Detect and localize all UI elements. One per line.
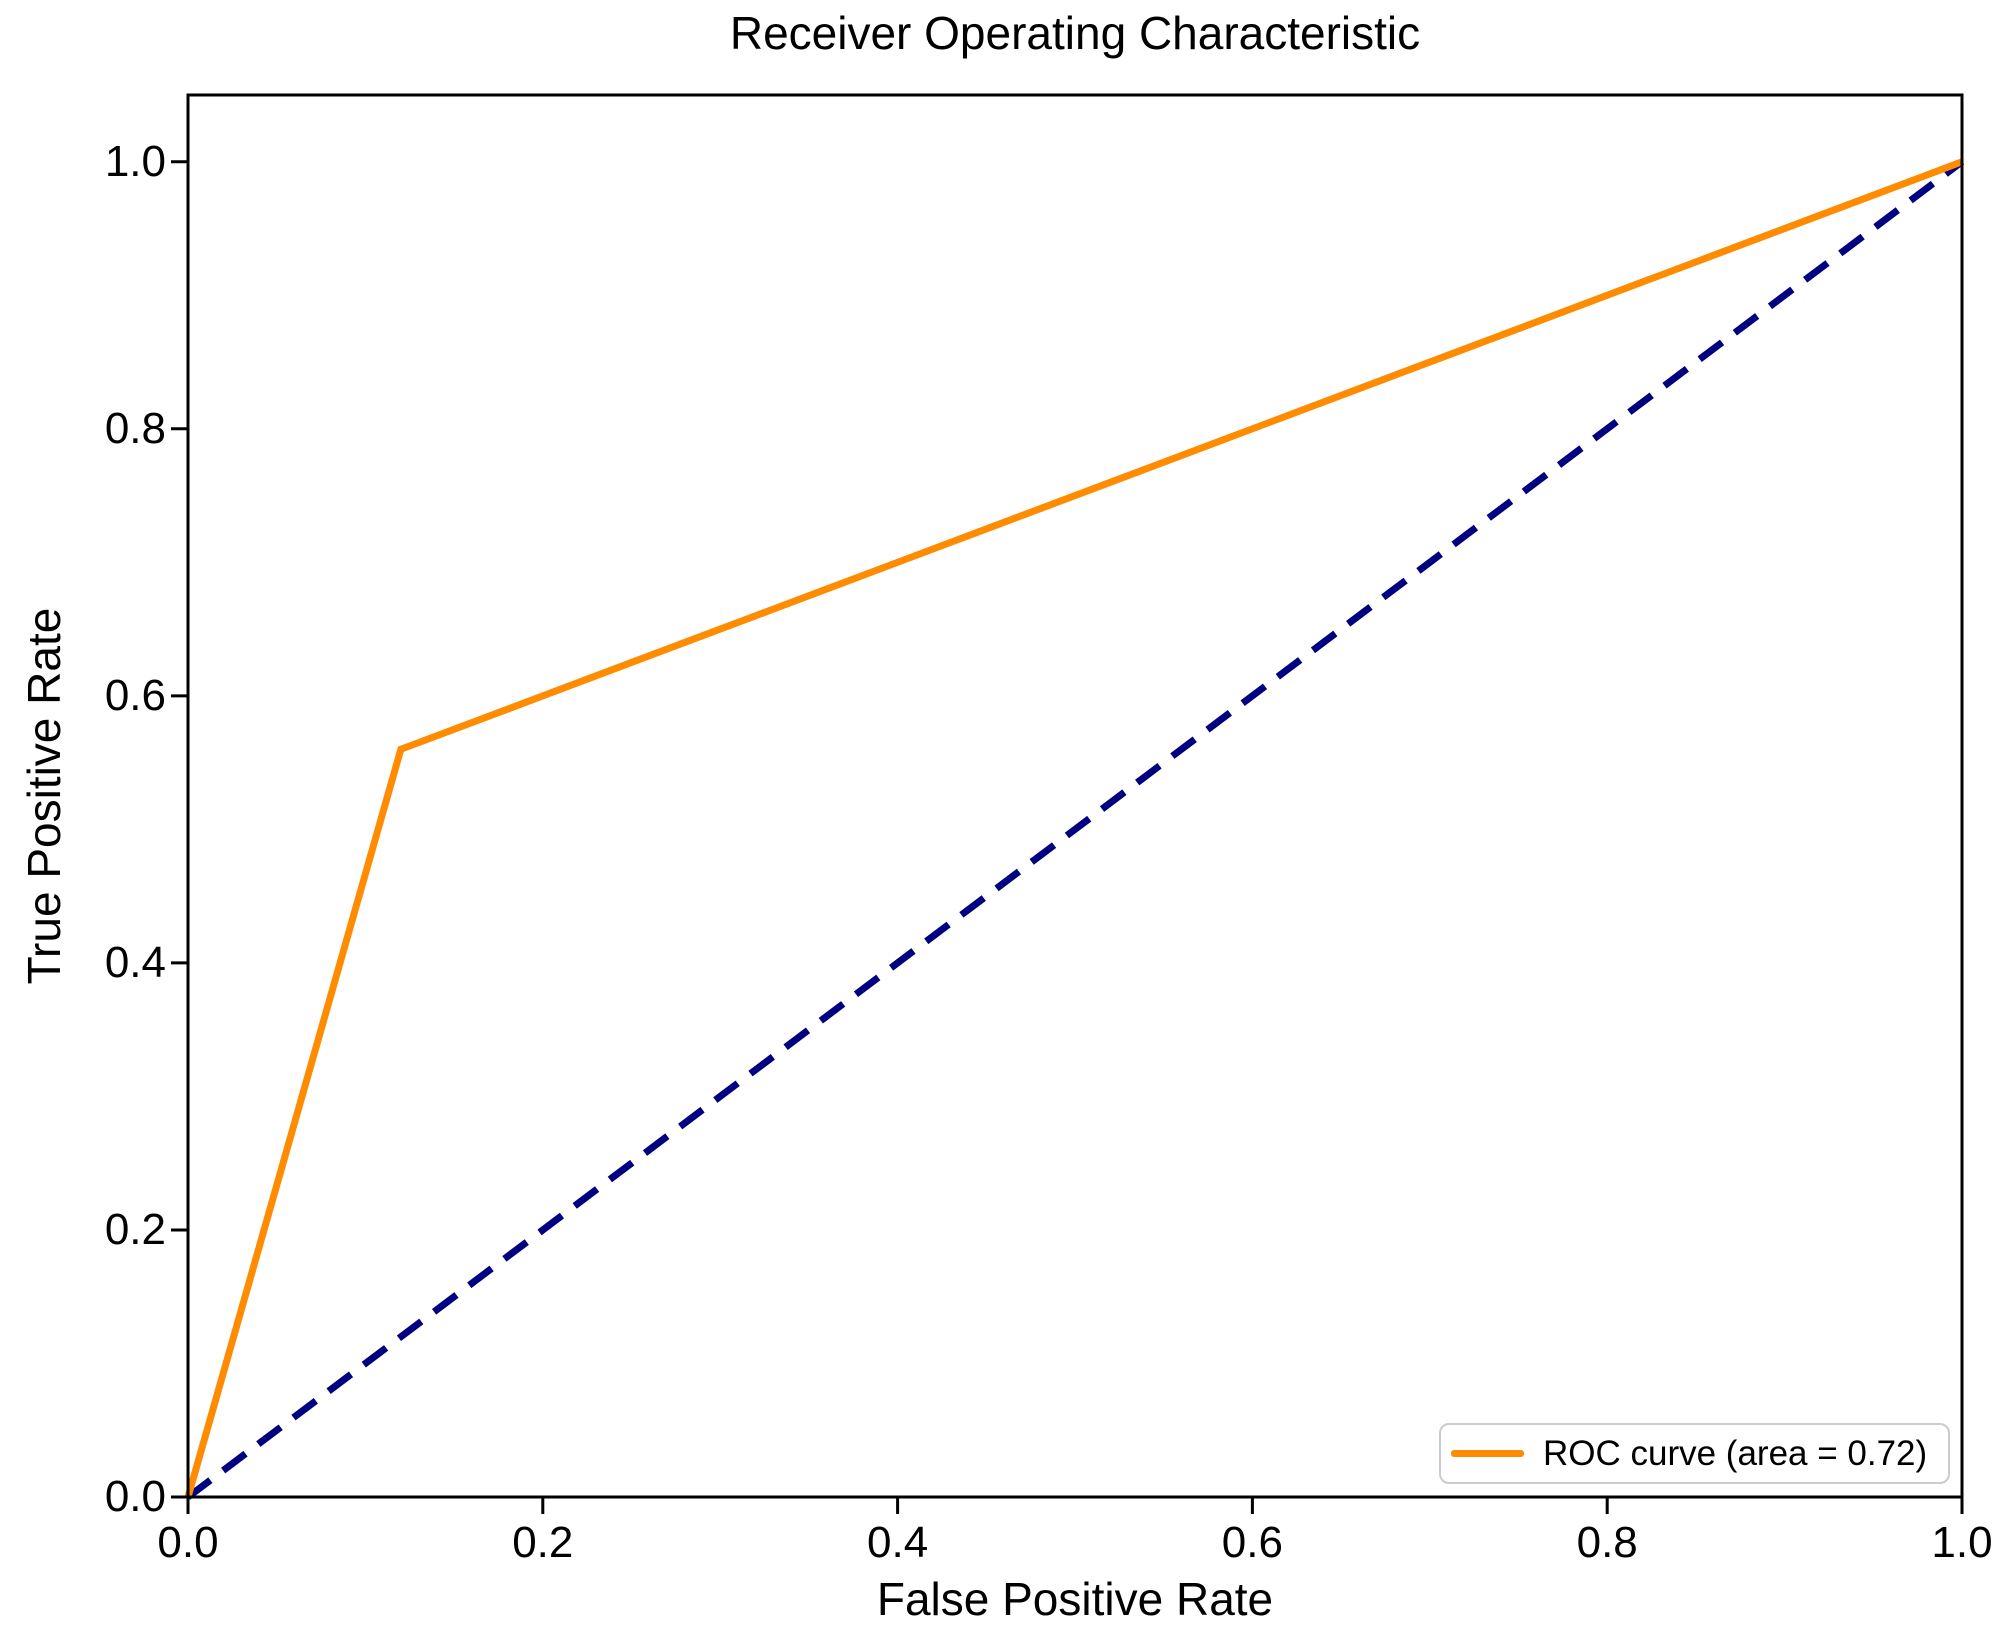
- x-axis-label: False Positive Rate: [876, 1573, 1274, 1625]
- roc-curve-line: [184, 158, 1964, 1498]
- x-tick-label: 0.2: [512, 1518, 574, 1567]
- x-tick-label: 0.4: [867, 1518, 929, 1567]
- plot-border: [186, 93, 1964, 1499]
- y-tick-label: 0.2: [104, 1204, 166, 1254]
- x-tick-label: 0.0: [157, 1518, 219, 1567]
- chart-title: Receiver Operating Characteristic: [729, 7, 1421, 59]
- x-tick-label: 1.0: [1931, 1518, 1993, 1567]
- y-tick-label: 0.6: [104, 670, 166, 720]
- legend-box: ROC curve (area = 0.72): [1439, 1423, 1950, 1484]
- x-tick-label: 0.8: [1576, 1518, 1638, 1567]
- y-tick-label: 0.8: [104, 403, 166, 453]
- y-tick-label: 0.4: [104, 937, 166, 987]
- roc-curve-legend-swatch: [1451, 1450, 1524, 1457]
- y-tick-label: 0.0: [104, 1472, 166, 1521]
- x-tick-label: 0.6: [1221, 1518, 1283, 1567]
- y-tick-label: 1.0: [104, 136, 166, 186]
- legend-label: ROC curve (area = 0.72): [1543, 1433, 1928, 1473]
- chance-diagonal-line: [185, 158, 1965, 1500]
- y-axis-label: True Positive Rate: [18, 607, 70, 985]
